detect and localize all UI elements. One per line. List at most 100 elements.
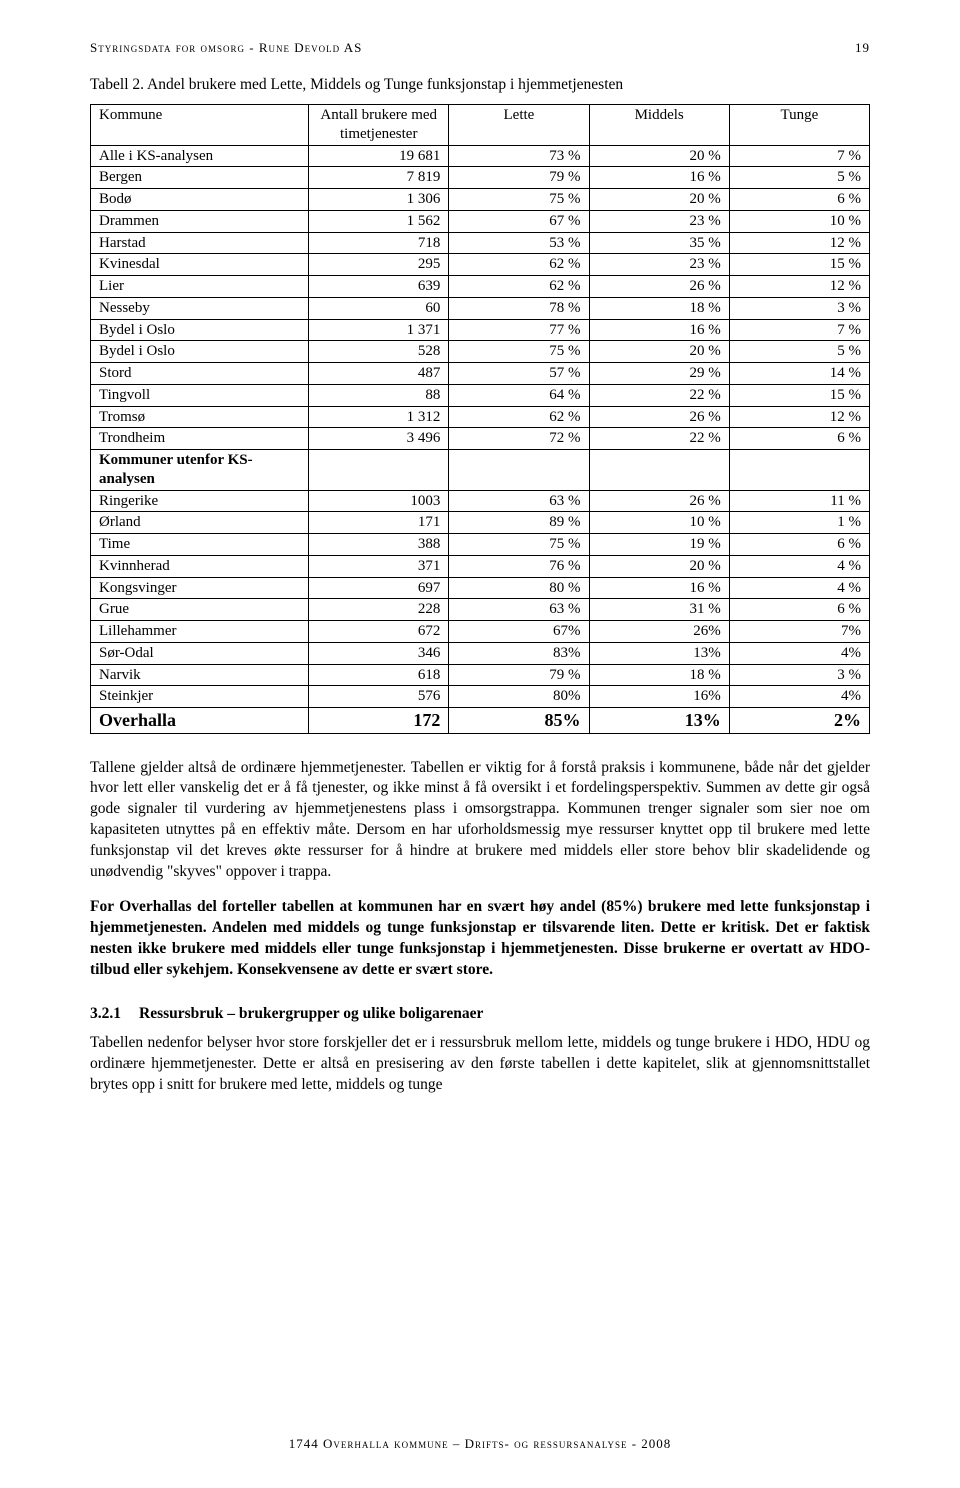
cell-antall: 172 <box>309 708 449 734</box>
cell-tunge: 15 % <box>729 254 869 276</box>
col-lette: Lette <box>449 105 589 146</box>
table-row: Kommuner utenfor KS-analysen <box>91 450 870 491</box>
cell-kommune: Stord <box>91 363 309 385</box>
cell-tunge: 6 % <box>729 189 869 211</box>
cell-antall: 19 681 <box>309 145 449 167</box>
cell-kommune: Trondheim <box>91 428 309 450</box>
cell-kommune: Kvinesdal <box>91 254 309 276</box>
cell-tunge: 12 % <box>729 232 869 254</box>
cell-lette: 64 % <box>449 384 589 406</box>
cell-kommune: Lier <box>91 276 309 298</box>
cell-antall: 528 <box>309 341 449 363</box>
cell-antall: 1 306 <box>309 189 449 211</box>
col-antall: Antall brukere med timetjenester <box>309 105 449 146</box>
cell-antall: 371 <box>309 555 449 577</box>
cell-tunge: 10 % <box>729 210 869 232</box>
cell-antall: 7 819 <box>309 167 449 189</box>
cell-lette: 72 % <box>449 428 589 450</box>
cell-lette: 67% <box>449 621 589 643</box>
cell-middels: 26 % <box>589 406 729 428</box>
cell-lette: 75 % <box>449 189 589 211</box>
col-middels: Middels <box>589 105 729 146</box>
cell-middels: 26 % <box>589 276 729 298</box>
cell-tunge: 5 % <box>729 341 869 363</box>
cell-antall: 88 <box>309 384 449 406</box>
cell-middels: 26% <box>589 621 729 643</box>
cell-antall: 295 <box>309 254 449 276</box>
paragraph-2-bold: For Overhallas del forteller tabellen at… <box>90 897 870 981</box>
table-row: Tingvoll8864 %22 %15 % <box>91 384 870 406</box>
cell-tunge: 15 % <box>729 384 869 406</box>
cell-tunge: 11 % <box>729 490 869 512</box>
table-row: Bydel i Oslo1 37177 %16 %7 % <box>91 319 870 341</box>
table-row: Kongsvinger69780 %16 %4 % <box>91 577 870 599</box>
cell-lette: 79 % <box>449 664 589 686</box>
cell-tunge: 3 % <box>729 297 869 319</box>
cell-lette: 89 % <box>449 512 589 534</box>
cell-lette: 73 % <box>449 145 589 167</box>
cell-lette: 75 % <box>449 341 589 363</box>
cell-kommune: Tingvoll <box>91 384 309 406</box>
running-header: Styringsdata for omsorg - Rune Devold AS… <box>90 40 870 56</box>
header-title: Styringsdata for omsorg - Rune Devold AS <box>90 40 362 55</box>
cell-lette: 63 % <box>449 490 589 512</box>
cell-kommune: Overhalla <box>91 708 309 734</box>
cell-lette: 83% <box>449 642 589 664</box>
cell-antall: 346 <box>309 642 449 664</box>
cell-kommune: Bydel i Oslo <box>91 319 309 341</box>
subsection-title: Ressursbruk – brukergrupper og ulike bol… <box>139 1005 483 1022</box>
cell-middels: 22 % <box>589 384 729 406</box>
cell-lette: 80% <box>449 686 589 708</box>
cell-middels: 20 % <box>589 189 729 211</box>
cell-kommune: Harstad <box>91 232 309 254</box>
col-tunge: Tunge <box>729 105 869 146</box>
table-row: Trondheim3 49672 %22 %6 % <box>91 428 870 450</box>
cell-tunge: 4% <box>729 686 869 708</box>
table-row: Tromsø1 31262 %26 %12 % <box>91 406 870 428</box>
paragraph-1: Tallene gjelder altså de ordinære hjemme… <box>90 758 870 884</box>
cell-middels: 10 % <box>589 512 729 534</box>
cell-kommune: Kvinnherad <box>91 555 309 577</box>
cell-tunge: 6 % <box>729 428 869 450</box>
cell-lette: 85% <box>449 708 589 734</box>
cell-kommune: Bergen <box>91 167 309 189</box>
table-row: Bydel i Oslo52875 %20 %5 % <box>91 341 870 363</box>
cell-tunge: 4 % <box>729 555 869 577</box>
cell-lette: 78 % <box>449 297 589 319</box>
cell-lette: 62 % <box>449 276 589 298</box>
cell-tunge: 4% <box>729 642 869 664</box>
cell-tunge: 4 % <box>729 577 869 599</box>
cell-tunge: 3 % <box>729 664 869 686</box>
cell-middels: 31 % <box>589 599 729 621</box>
cell-antall: 618 <box>309 664 449 686</box>
cell-kommune: Tromsø <box>91 406 309 428</box>
table-row: Sør-Odal34683%13%4% <box>91 642 870 664</box>
cell-kommune: Ørland <box>91 512 309 534</box>
cell-tunge: 6 % <box>729 534 869 556</box>
cell-middels: 16 % <box>589 167 729 189</box>
cell-tunge: 1 % <box>729 512 869 534</box>
cell-lette: 67 % <box>449 210 589 232</box>
cell-kommune: Grue <box>91 599 309 621</box>
table-row: Bergen7 81979 %16 %5 % <box>91 167 870 189</box>
cell-tunge: 12 % <box>729 276 869 298</box>
table-row: Time38875 %19 %6 % <box>91 534 870 556</box>
cell-antall: 388 <box>309 534 449 556</box>
cell-lette: 53 % <box>449 232 589 254</box>
page-footer: 1744 Overhalla kommune – Drifts- og ress… <box>0 1436 960 1452</box>
cell-kommune: Lillehammer <box>91 621 309 643</box>
cell-antall: 487 <box>309 363 449 385</box>
cell-tunge: 7% <box>729 621 869 643</box>
cell-antall: 1 371 <box>309 319 449 341</box>
table-row: Nesseby6078 %18 %3 % <box>91 297 870 319</box>
cell-antall: 60 <box>309 297 449 319</box>
table-row: Lier63962 %26 %12 % <box>91 276 870 298</box>
cell-kommune: Alle i KS-analysen <box>91 145 309 167</box>
cell-kommune: Bodø <box>91 189 309 211</box>
cell-middels: 16 % <box>589 577 729 599</box>
table-row: Lillehammer67267%26%7% <box>91 621 870 643</box>
cell-antall <box>309 450 449 491</box>
cell-kommune: Steinkjer <box>91 686 309 708</box>
table-row: Overhalla17285%13%2% <box>91 708 870 734</box>
table-row: Kvinesdal29562 %23 %15 % <box>91 254 870 276</box>
